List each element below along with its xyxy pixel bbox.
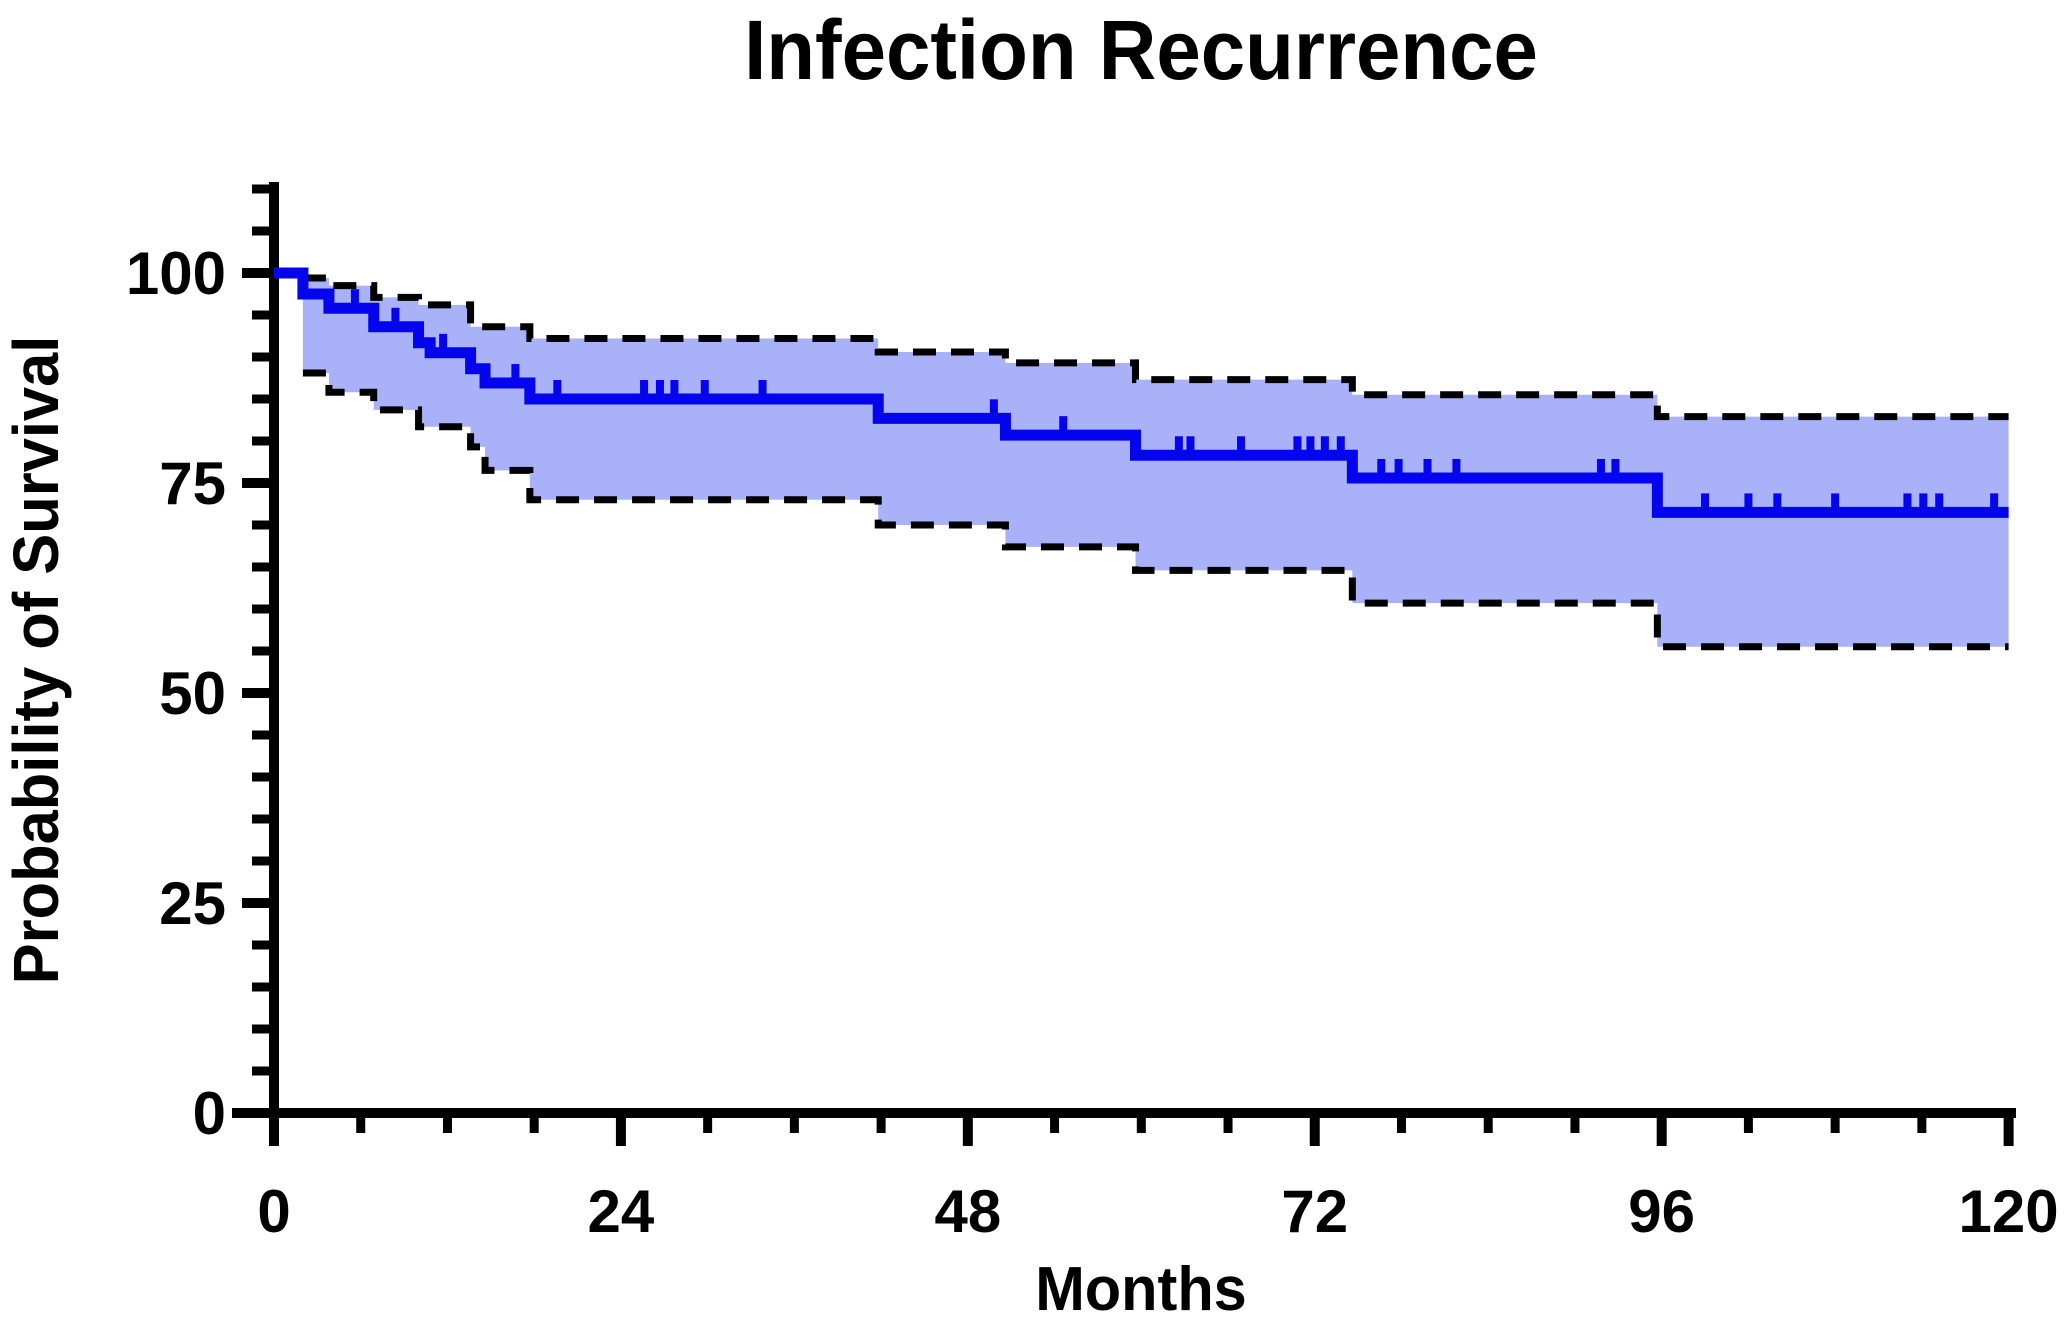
x-tick-label: 24 xyxy=(588,1178,655,1245)
x-tick-label: 0 xyxy=(257,1178,290,1245)
y-tick-label: 75 xyxy=(159,450,226,517)
x-tick-label: 72 xyxy=(1281,1178,1348,1245)
y-axis-title: Probability of Survival xyxy=(0,335,72,985)
x-tick-label: 120 xyxy=(1959,1178,2059,1245)
y-tick-label: 25 xyxy=(159,870,226,937)
y-tick-label: 0 xyxy=(193,1080,226,1147)
x-tick-label: 96 xyxy=(1628,1178,1695,1245)
chart-title: Infection Recurrence xyxy=(744,3,1538,97)
y-tick-label: 50 xyxy=(159,660,226,727)
confidence-band xyxy=(302,278,2009,647)
ci-upper-border xyxy=(302,274,2009,421)
y-tick-label: 100 xyxy=(126,240,226,307)
x-axis-title: Months xyxy=(1035,1255,1247,1324)
x-tick-label: 48 xyxy=(934,1178,1001,1245)
